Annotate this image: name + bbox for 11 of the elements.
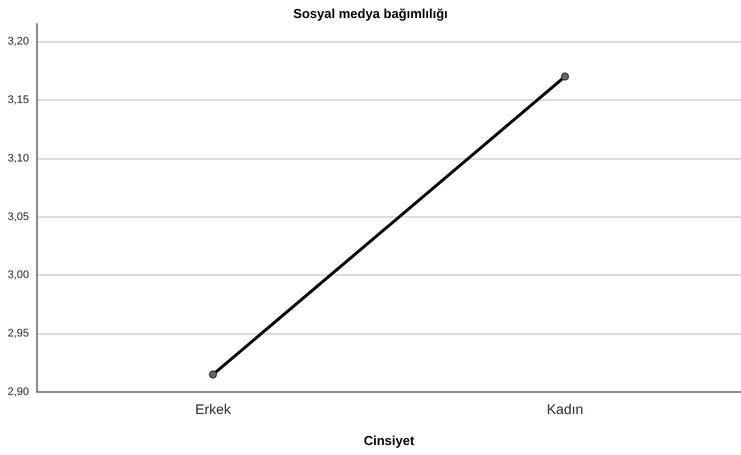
x-tick-label: Erkek [195,401,232,417]
chart-title: Sosyal medya bağımlılığı [293,6,448,21]
y-tick-label: 3,05 [8,210,29,223]
y-tick-label: 3,15 [8,94,29,106]
y-tick-label: 2,90 [8,386,29,398]
y-tick-label: 2,95 [8,328,29,340]
x-tick-label: Kadın [546,401,584,417]
x-axis-title: Cinsiyet [364,433,415,448]
y-tick-label: 3,20 [8,36,29,48]
y-tick-label: 3,00 [8,269,29,282]
y-tick-label: 3,10 [8,152,29,164]
